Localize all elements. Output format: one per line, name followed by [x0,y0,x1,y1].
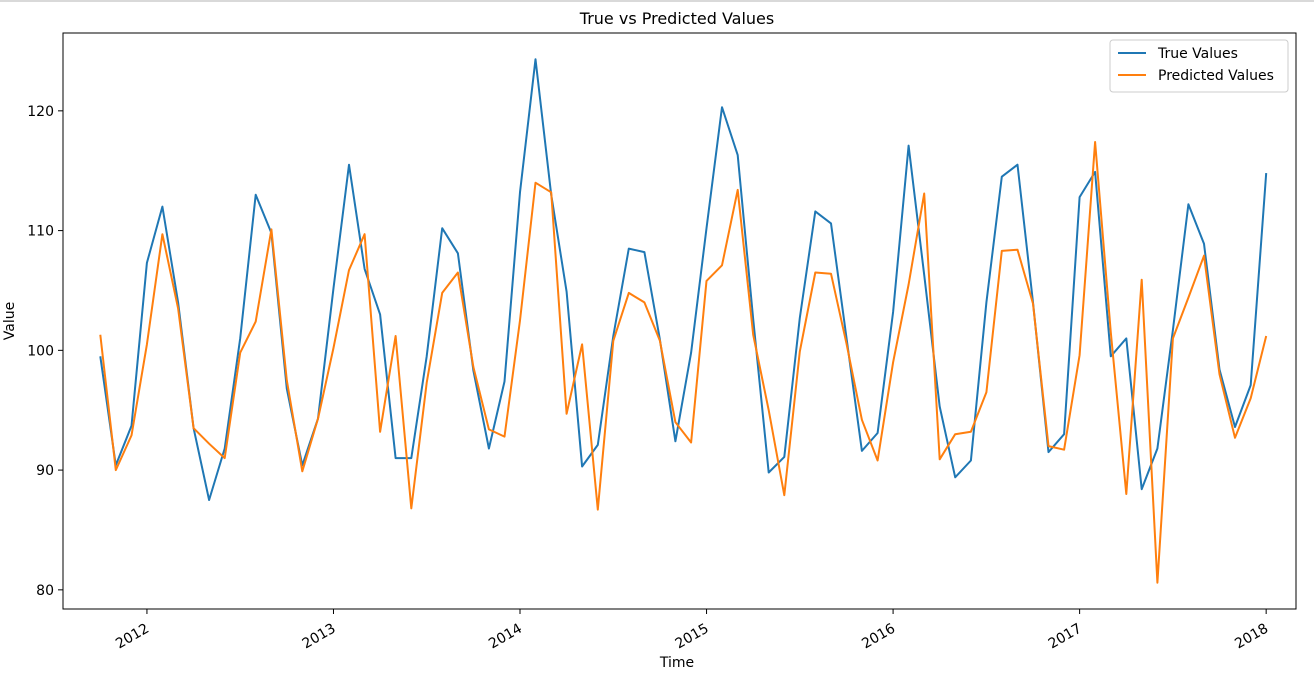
x-tick-label: 2012 [113,621,152,653]
chart-title: True vs Predicted Values [579,9,774,28]
y-tick-label: 100 [27,343,54,359]
legend: True Values Predicted Values [1109,39,1289,93]
x-tick-label: 2014 [486,621,525,653]
y-axis-ticks: 80 90 100 110 120 [27,104,63,599]
top-divider [0,0,1314,2]
x-tick-label: 2013 [300,621,339,653]
legend-box [1109,39,1289,93]
x-tick-label: 2016 [859,621,898,653]
y-tick-label: 120 [27,104,54,120]
x-tick-label: 2017 [1046,621,1085,653]
series-line-predicted-values [99,141,1268,584]
y-tick-label: 90 [36,463,54,479]
plot-area [62,32,1297,610]
x-tick-label: 2015 [673,621,712,653]
legend-label: True Values [1157,46,1238,62]
x-axis-ticks: 2012 2013 2014 2015 2016 2017 2018 [113,609,1271,652]
x-axis-label: Time [659,655,694,671]
y-tick-label: 110 [27,224,54,240]
y-tick-label: 80 [36,583,54,599]
legend-label: Predicted Values [1158,68,1274,84]
y-axis-label: Value [2,302,18,340]
x-tick-label: 2018 [1232,621,1271,653]
axes-frame [62,32,1297,610]
